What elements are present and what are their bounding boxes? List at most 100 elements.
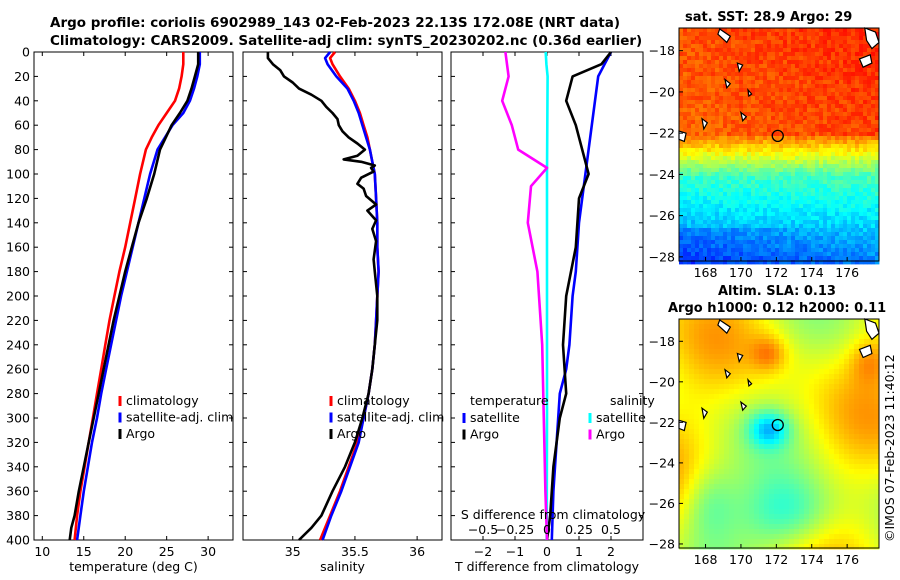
sla_map-cell <box>684 504 690 510</box>
sst_map-cell <box>763 160 768 165</box>
sla_map-cell <box>799 454 805 460</box>
sst_map-cell <box>795 252 800 257</box>
sst_map-cell <box>859 72 864 77</box>
depth-tick-label: 20 <box>14 69 30 84</box>
sst_map-cell <box>847 236 852 241</box>
sst_map-cell <box>727 28 732 33</box>
sst_map-cell <box>779 176 784 181</box>
sst_map-xtick-label: 176 <box>835 265 859 280</box>
sst_map-cell <box>707 84 712 89</box>
sst_map-cell <box>787 132 792 137</box>
sst_map-cell <box>739 104 744 109</box>
sst_map-cell <box>803 128 808 133</box>
sla_map-cell <box>719 539 725 545</box>
sst_map-cell <box>835 248 840 253</box>
sla_map-cell <box>824 514 830 520</box>
sst_map-cell <box>703 112 708 117</box>
sst_map-cell <box>867 176 872 181</box>
sst_map-cell <box>751 64 756 69</box>
sst_map-cell <box>851 64 856 69</box>
sst_map-cell <box>863 220 868 225</box>
sst_map-cell <box>815 252 820 257</box>
sla_map-cell <box>739 429 745 435</box>
sst_map-cell <box>855 32 860 37</box>
sst_map-cell <box>787 196 792 201</box>
sst_map-cell <box>771 68 776 73</box>
sst_map-cell <box>731 32 736 37</box>
differences-legend-salinity-heading: salinity <box>610 393 655 408</box>
sla_map-cell <box>784 449 790 455</box>
sst_map-cell <box>775 196 780 201</box>
sla_map-cell <box>834 494 840 500</box>
sst_map-cell <box>739 164 744 169</box>
sst_map-cell <box>747 32 752 37</box>
sla_map-cell <box>809 399 815 405</box>
sst_map-cell <box>835 56 840 61</box>
sst_map-cell <box>767 224 772 229</box>
sla_map-cell <box>779 499 785 505</box>
sla_map-cell <box>709 349 715 355</box>
sst_map-cell <box>707 204 712 209</box>
sst_map-cell <box>759 180 764 185</box>
sst_map-cell <box>851 124 856 129</box>
sst_map-cell <box>739 216 744 221</box>
sla_map-cell <box>854 414 860 420</box>
sst_map-cell <box>827 80 832 85</box>
sst_map-cell <box>679 220 684 225</box>
sla_map-cell <box>754 349 760 355</box>
sla_map-cell <box>679 489 685 495</box>
sst_map-cell <box>763 84 768 89</box>
sla_map-cell <box>709 329 715 335</box>
sla_map-cell <box>729 474 735 480</box>
sst_map-cell <box>691 192 696 197</box>
sla_map-cell <box>854 474 860 480</box>
sst_map-cell <box>847 224 852 229</box>
sst_map-cell <box>755 80 760 85</box>
sst_map-cell <box>755 220 760 225</box>
sla_map-cell <box>679 434 685 440</box>
sla_map-cell <box>789 459 795 465</box>
sst_map-cell <box>711 92 716 97</box>
sla_map-cell <box>694 354 700 360</box>
sst_map-cell <box>811 44 816 49</box>
sst_map-cell <box>823 244 828 249</box>
sst_map-cell <box>839 76 844 81</box>
sla_map-cell <box>859 464 865 470</box>
sla_map-cell <box>764 499 770 505</box>
sst_map-cell <box>683 96 688 101</box>
sst_map-cell <box>835 76 840 81</box>
sst_map-cell <box>703 240 708 245</box>
sst_map-cell <box>831 136 836 141</box>
sst_map-cell <box>731 68 736 73</box>
temperature-xtick-label: 25 <box>159 544 175 559</box>
sst_map-cell <box>811 244 816 249</box>
sst_map-cell <box>795 128 800 133</box>
sst_map-cell <box>875 48 880 53</box>
sst_map-cell <box>767 96 772 101</box>
sst_map-cell <box>827 204 832 209</box>
sst_map-cell <box>843 212 848 217</box>
sla_map-cell <box>769 444 775 450</box>
sst_map-cell <box>779 40 784 45</box>
sla_map-cell <box>774 359 780 365</box>
sst_map-cell <box>867 244 872 249</box>
sst_map-cell <box>767 52 772 57</box>
sla_map-cell <box>789 514 795 520</box>
sla_map-cell <box>779 429 785 435</box>
sla_map-cell <box>764 344 770 350</box>
sst_map-cell <box>839 228 844 233</box>
sla_map-cell <box>824 464 830 470</box>
sla_map-cell <box>754 434 760 440</box>
sst_map-cell <box>751 232 756 237</box>
sla_map-cell <box>689 464 695 470</box>
sst_map-cell <box>791 120 796 125</box>
sst_map-cell <box>747 228 752 233</box>
sst_map-cell <box>739 248 744 253</box>
sla_map-cell <box>829 499 835 505</box>
sla_map-cell <box>774 434 780 440</box>
sst_map-cell <box>843 208 848 213</box>
sst_map-cell <box>751 188 756 193</box>
sst_map-cell <box>731 228 736 233</box>
sla_map-cell <box>824 524 830 530</box>
sst_map-cell <box>739 92 744 97</box>
